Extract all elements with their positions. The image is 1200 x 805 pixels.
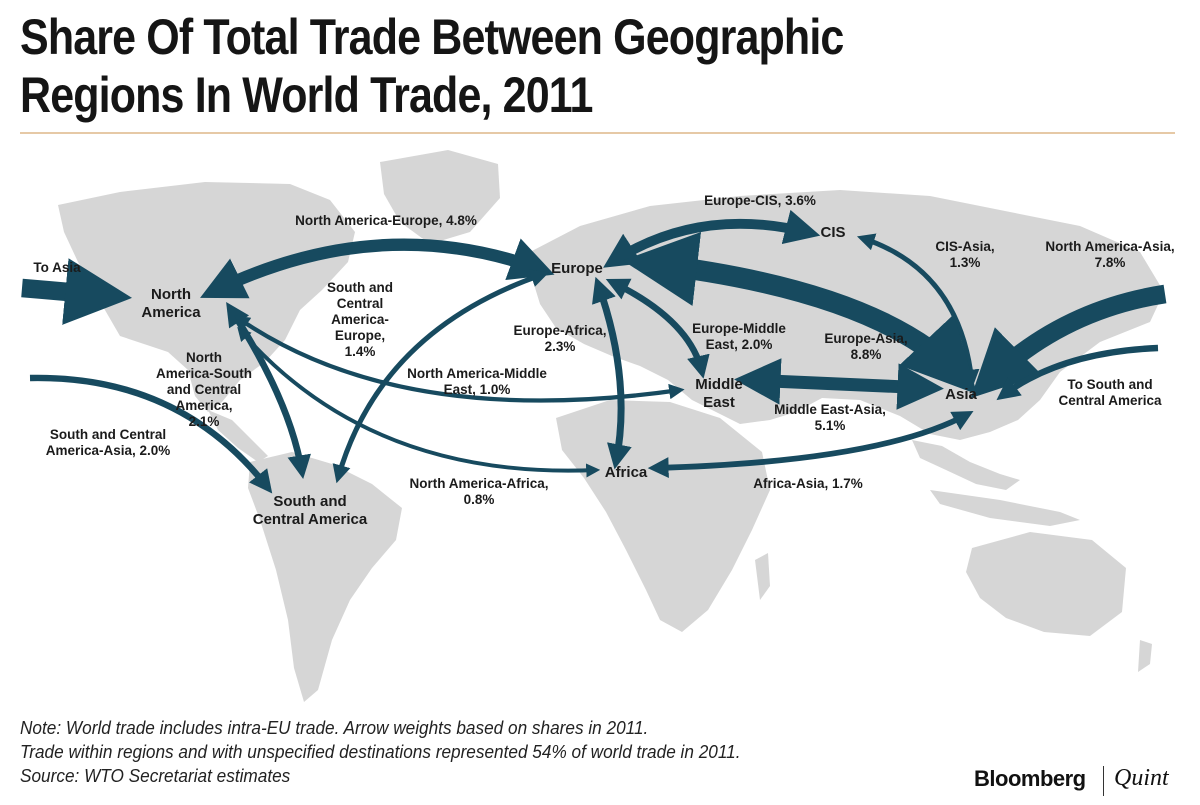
flow-label-na-eu: North America-Europe, 4.8% <box>295 213 477 228</box>
flow-label-na-asia: North America-Asia, 7.8% <box>1045 239 1175 270</box>
note-line-2: Trade within regions and with unspecifie… <box>20 741 741 762</box>
arrow-me-asia <box>734 358 944 410</box>
trade-arrows <box>21 209 1167 494</box>
land-africa <box>556 400 770 632</box>
side-label-to-asia: To Asia <box>33 260 81 275</box>
region-label-africa: Africa <box>604 464 648 481</box>
land-greenland <box>380 150 500 244</box>
land-madagascar <box>755 553 770 600</box>
arrow-sca-asia-wrap <box>996 344 1159 401</box>
source-line: Source: WTO Secretariat estimates <box>20 765 291 786</box>
page-title: Share Of Total Trade Between Geographic … <box>20 8 1018 124</box>
flow-label-eu-asia: Europe-Asia, 8.8% <box>824 331 908 362</box>
title-divider <box>20 132 1175 134</box>
flow-label-sca-eu: South and Central America- Europe, 1.4% <box>327 280 393 359</box>
flow-label-na-sca: North America-South and Central America,… <box>155 350 253 429</box>
flow-label-eu-af: Europe-Africa, 2.3% <box>513 323 607 354</box>
trade-flow-map <box>21 150 1167 702</box>
arrow-af-asia <box>647 411 974 479</box>
region-label-cis: CIS <box>820 224 846 241</box>
brand-quint: Quint <box>1114 765 1169 791</box>
footnotes: Note: World trade includes intra-EU trad… <box>20 716 741 788</box>
side-label-to-south-central-america: To South and Central America <box>1058 377 1162 408</box>
arrow-na-af <box>237 326 601 478</box>
arrow-na-asia <box>970 284 1167 399</box>
land-new-zealand <box>1138 640 1152 672</box>
land-australia <box>966 532 1126 636</box>
region-label-middle-east: Middle East <box>695 376 743 411</box>
brand-bloomberg: Bloomberg <box>974 766 1086 791</box>
land-southeast-asia <box>912 440 1020 490</box>
arrow-eu-asia <box>622 231 978 395</box>
arrow-na-asia-wrap <box>21 258 132 325</box>
flow-label-sca-asia: South and Central America-Asia, 2.0% <box>45 427 171 458</box>
land-south-america <box>248 452 402 702</box>
flow-label-eu-cis: Europe-CIS, 3.6% <box>704 193 816 208</box>
flow-label-af-asia: Africa-Asia, 1.7% <box>753 476 863 491</box>
arrow-na-eu <box>200 238 555 299</box>
title-line-2: Regions In World Trade, 2011 <box>20 67 593 123</box>
flow-label-cis-asia: CIS-Asia, 1.3% <box>935 239 995 270</box>
note-line-1: Note: World trade includes intra-EU trad… <box>20 717 649 738</box>
flow-label-na-af: North America-Africa, 0.8% <box>409 476 549 507</box>
brand-separator <box>1103 766 1104 796</box>
land-indonesia <box>930 490 1080 526</box>
region-label-south-central-america: South and Central America <box>252 493 368 528</box>
region-label-asia: Asia <box>945 386 977 403</box>
flow-label-eu-me: Europe-Middle East, 2.0% <box>692 321 786 352</box>
flow-label-na-me: North America-Middle East, 1.0% <box>407 366 547 397</box>
title-line-1: Share Of Total Trade Between Geographic <box>20 9 844 65</box>
region-label-europe: Europe <box>551 260 603 277</box>
flow-label-me-asia: Middle East-Asia, 5.1% <box>774 402 886 433</box>
region-label-north-america: North America <box>141 286 201 321</box>
